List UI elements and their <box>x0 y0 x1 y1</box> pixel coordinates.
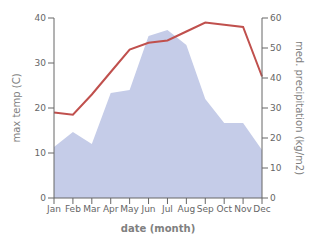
svg-text:Aug: Aug <box>178 204 196 214</box>
svg-text:60: 60 <box>270 13 282 23</box>
svg-text:0: 0 <box>40 193 46 203</box>
svg-text:Jun: Jun <box>141 204 156 214</box>
svg-text:Jan: Jan <box>46 204 61 214</box>
svg-text:Nov: Nov <box>234 204 252 214</box>
svg-text:10: 10 <box>35 148 47 158</box>
svg-text:30: 30 <box>35 58 47 68</box>
svg-text:10: 10 <box>270 163 282 173</box>
svg-text:Feb: Feb <box>65 204 81 214</box>
svg-text:Jul: Jul <box>161 204 173 214</box>
svg-text:med. precipitation (kg/m2): med. precipitation (kg/m2) <box>294 41 305 175</box>
svg-text:20: 20 <box>35 103 47 113</box>
svg-text:0: 0 <box>270 193 276 203</box>
svg-text:40: 40 <box>270 73 282 83</box>
svg-text:40: 40 <box>35 13 47 23</box>
svg-text:Oct: Oct <box>216 204 232 214</box>
svg-text:30: 30 <box>270 103 282 113</box>
svg-text:20: 20 <box>270 133 282 143</box>
svg-text:50: 50 <box>270 43 282 53</box>
svg-text:May: May <box>120 204 139 214</box>
svg-text:Dec: Dec <box>253 204 270 214</box>
svg-text:Sep: Sep <box>197 204 214 214</box>
svg-text:Apr: Apr <box>103 204 119 214</box>
svg-text:max temp (C): max temp (C) <box>11 73 22 142</box>
svg-text:Mar: Mar <box>83 204 100 214</box>
svg-text:date (month): date (month) <box>121 223 195 234</box>
